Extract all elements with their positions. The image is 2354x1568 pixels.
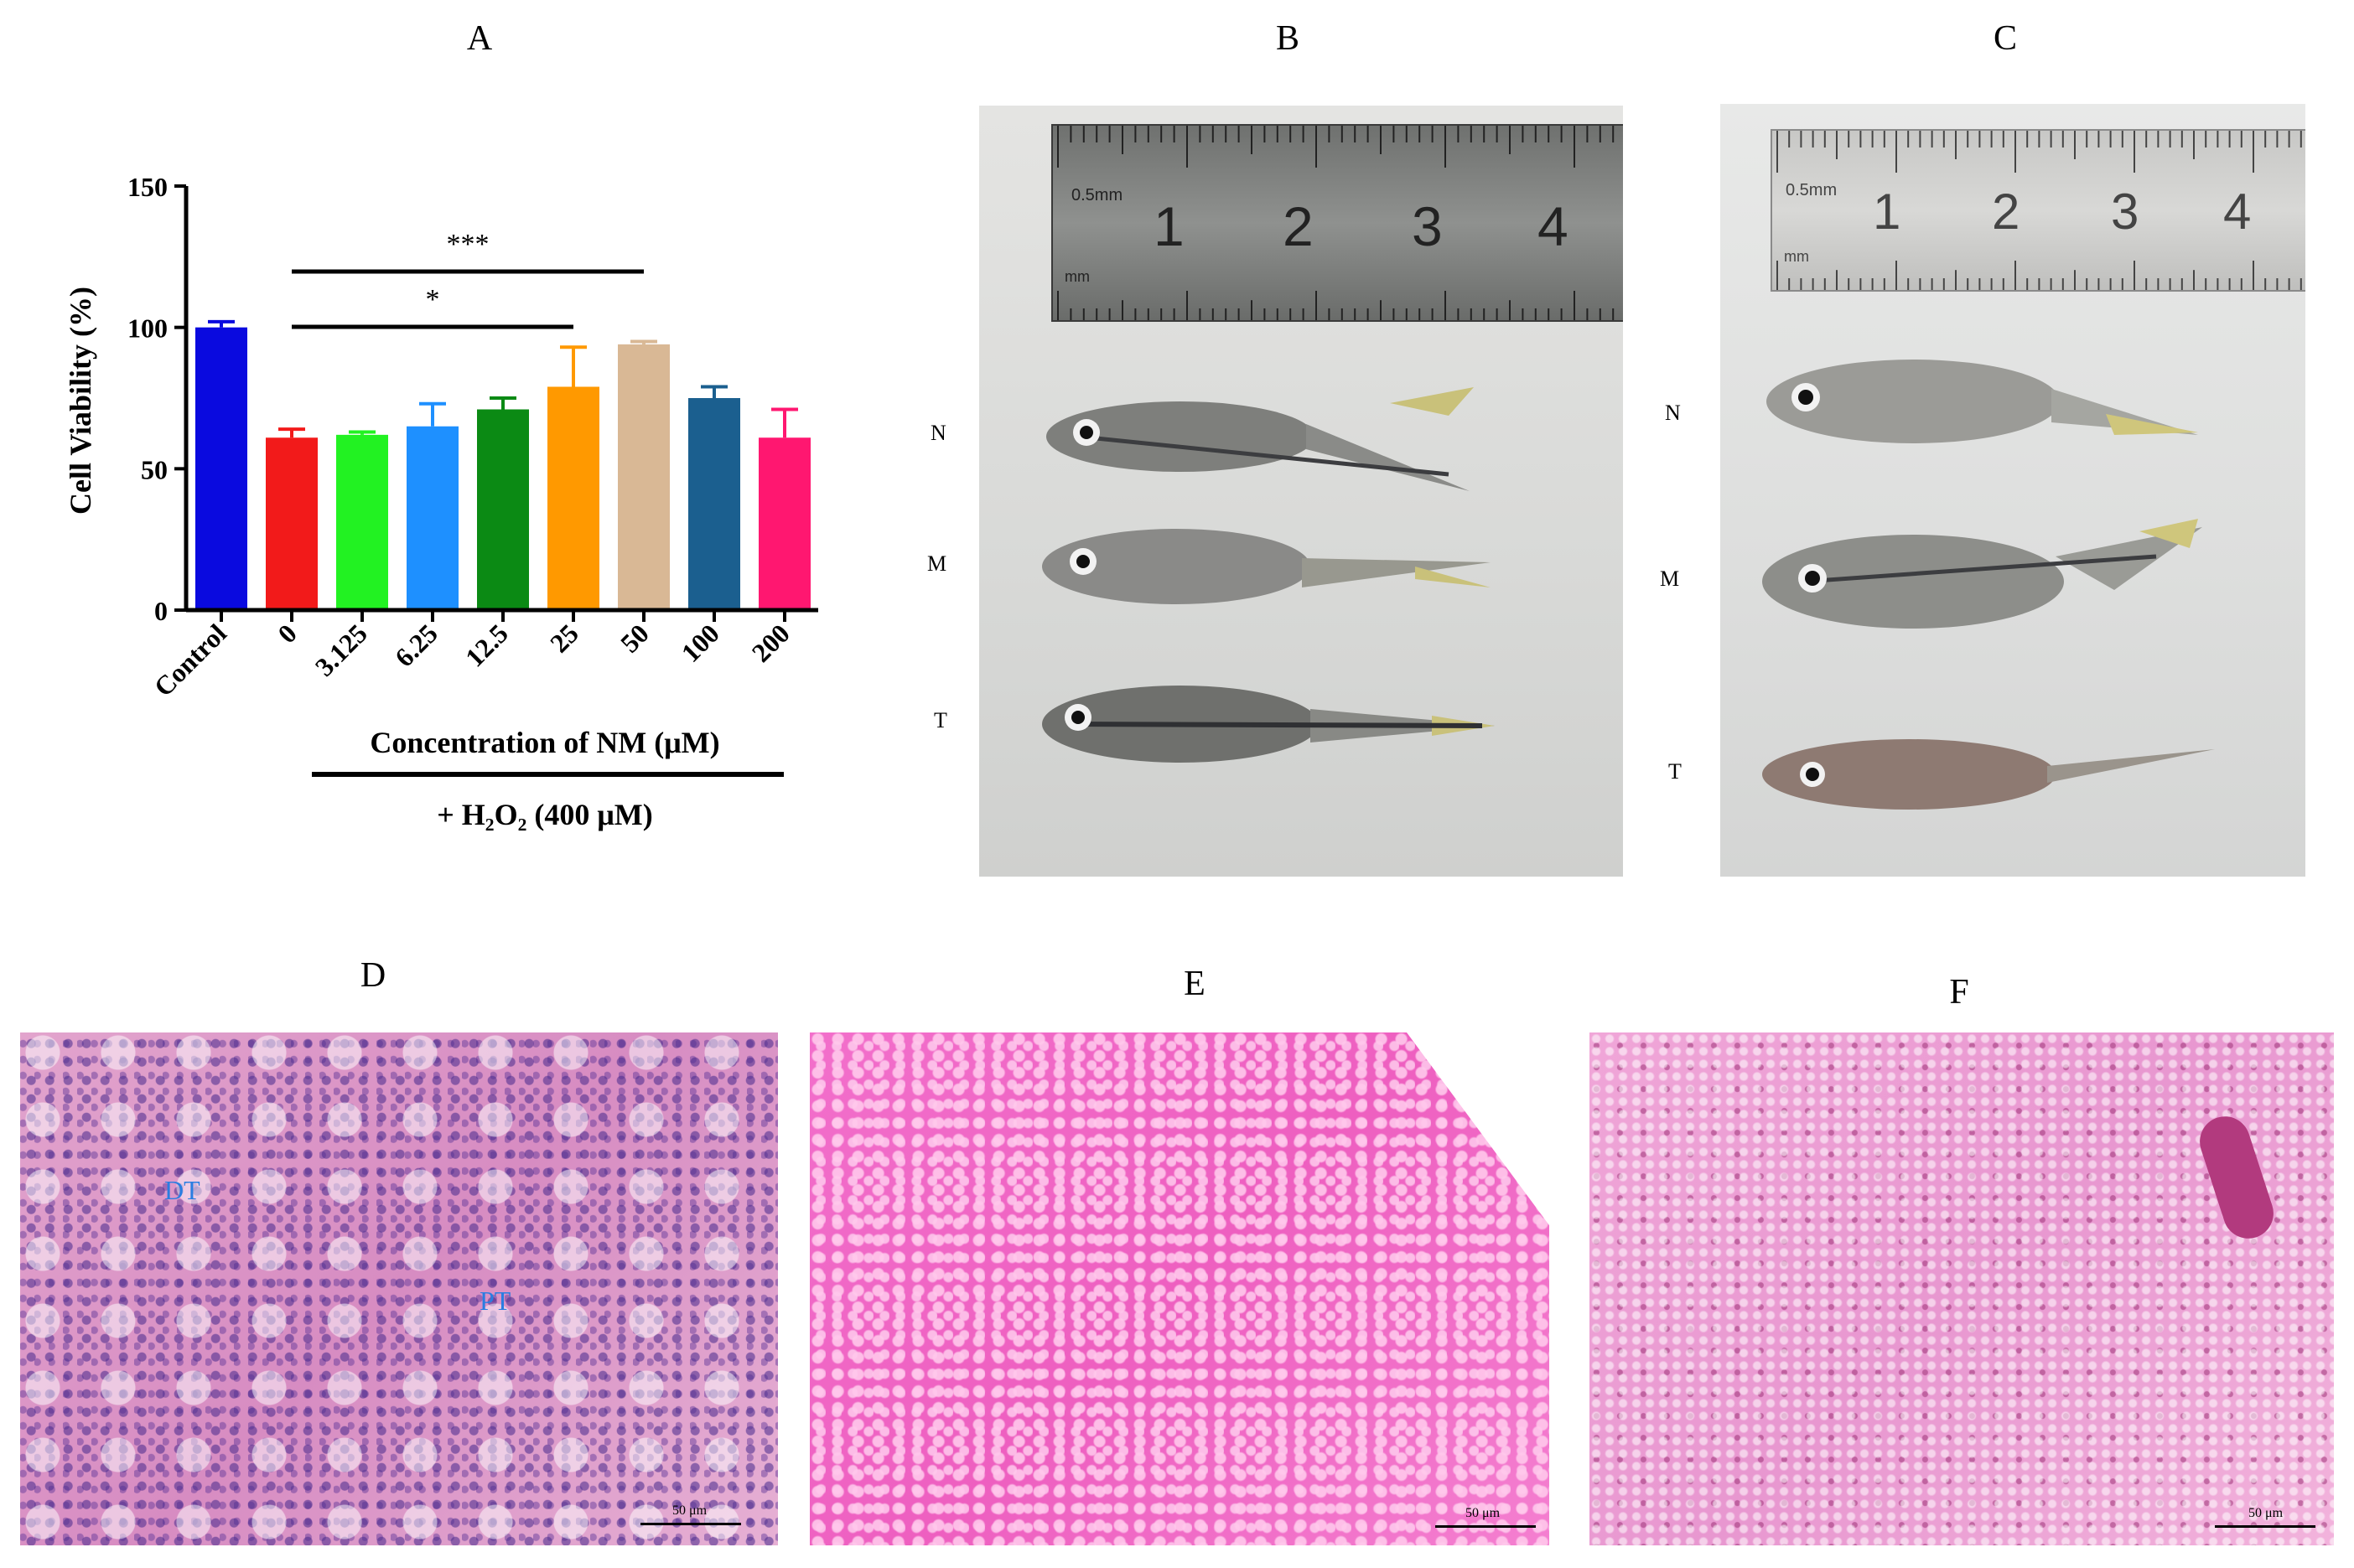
ruler-half-mm-label: 0.5mm	[1071, 186, 1123, 204]
y-tick-label-100: 100	[127, 313, 168, 344]
ruler-half-mm-label: 0.5mm	[1786, 181, 1838, 199]
bar-0	[266, 437, 318, 610]
ruler-number-1: 1	[1154, 195, 1185, 257]
scale-bar-label: 50 μm	[2248, 1506, 2284, 1520]
proximal-tubule-label: PT	[480, 1286, 511, 1316]
ruler-unit-label: mm	[1784, 248, 1809, 265]
bar-12.5	[477, 409, 529, 610]
ruler-number-4: 4	[2223, 184, 2252, 240]
bar-200	[759, 437, 811, 610]
fish-n	[1046, 387, 1474, 491]
x-tick-label-3.125: 3.125	[309, 618, 373, 681]
scale-bar	[1435, 1525, 1536, 1528]
scale-bar-label: 50 μm	[672, 1503, 708, 1518]
panel-label-b: B	[1275, 19, 1299, 58]
x-tick-label-0: 0	[272, 618, 303, 649]
x-tick-label-25: 25	[544, 618, 584, 658]
ruler-number-1: 1	[1873, 184, 1901, 240]
tissue-edge	[1407, 1032, 1549, 1225]
ruler-unit-label: mm	[1065, 268, 1090, 285]
bar-Control	[195, 327, 247, 610]
fish-photo-b: 0.5mm 1 2 3 4 mm	[979, 106, 1623, 877]
fish-t	[1762, 739, 2215, 810]
y-tick-label-150: 150	[127, 172, 168, 202]
ruler-number-3: 3	[1412, 195, 1443, 257]
fish-m	[1042, 529, 1491, 604]
fish-label-b-m: M	[927, 551, 947, 576]
treatment-label: + H₂O₂ (400 μM)	[437, 798, 652, 831]
x-tick-label-6.25: 6.25	[389, 618, 443, 672]
ruler: 0.5mm 1 2 3 4 mm	[1051, 124, 1623, 322]
histology-image-f: 50 μm	[1589, 1032, 2334, 1545]
y-tick-label-50: 50	[141, 454, 168, 484]
panel-label-c: C	[1993, 19, 2017, 58]
x-tick-label-200: 200	[746, 618, 796, 667]
ruler-number-2: 2	[1992, 184, 2020, 240]
fish-m	[1762, 519, 2202, 629]
fish-label-c-m: M	[1660, 567, 1680, 591]
bar-25	[547, 386, 599, 610]
bar-6.25	[407, 426, 459, 610]
x-axis-label: Concentration of NM (μM)	[370, 726, 719, 759]
histology-image-d: DT PT 50 μm	[20, 1032, 778, 1545]
panel-label-a: A	[466, 19, 493, 58]
fish-label-b-t: T	[934, 708, 947, 732]
y-tick-label-0: 0	[154, 596, 168, 626]
distal-tubule-label: DT	[164, 1175, 200, 1205]
blood-vessel	[2193, 1110, 2280, 1245]
fish-photo-c: 0.5mm 1 2 3 4 mm	[1720, 104, 2305, 877]
significance-label-2: *	[426, 284, 440, 315]
bar-3.125	[336, 434, 388, 610]
x-tick-label-50: 50	[614, 618, 655, 658]
panel-label-f: F	[1949, 973, 1969, 1012]
ruler-number-2: 2	[1283, 195, 1314, 257]
x-tick-label-12.5: 12.5	[459, 618, 514, 672]
x-tick-label-Control: Control	[148, 618, 232, 702]
fish-label-c-t: T	[1668, 759, 1682, 784]
fish-label-c-n: N	[1665, 401, 1681, 425]
significance-label-1: ***	[447, 229, 490, 260]
fish-t	[1042, 686, 1495, 763]
x-tick-label-100: 100	[676, 618, 725, 667]
bar-50	[618, 344, 670, 610]
ruler-number-4: 4	[1537, 195, 1568, 257]
panel-label-d: D	[360, 956, 386, 995]
histology-image-e: 50 μm	[810, 1032, 1549, 1545]
ruler: 0.5mm 1 2 3 4 mm	[1771, 129, 2305, 292]
y-axis-label: Cell Viability (%)	[64, 287, 97, 515]
scale-bar	[640, 1523, 741, 1525]
panel-label-e: E	[1184, 965, 1206, 1003]
bar-100	[688, 398, 740, 610]
scale-bar	[2215, 1525, 2315, 1528]
ruler-number-3: 3	[2111, 184, 2139, 240]
fish-label-b-n: N	[931, 421, 946, 445]
scale-bar-label: 50 μm	[1465, 1506, 1501, 1520]
fish-n	[1766, 360, 2198, 443]
